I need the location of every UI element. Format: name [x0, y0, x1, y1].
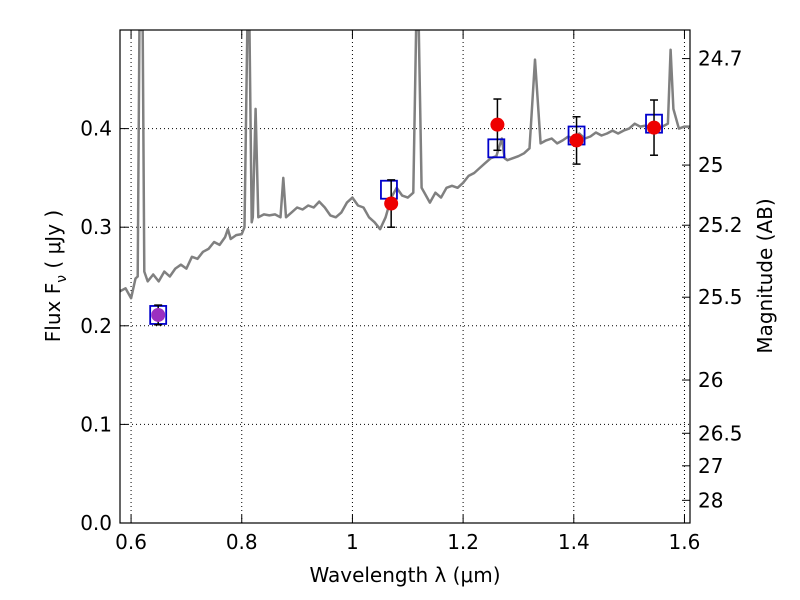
y2-tick-label: 27 — [698, 454, 723, 478]
x-axis-title: Wavelength λ (μm) — [309, 563, 500, 587]
y-axis-title-main: Flux F — [41, 283, 65, 342]
y-axis-title-sub: ν — [54, 275, 70, 283]
x-tick-label: 1.4 — [558, 530, 590, 554]
plot-frame — [119, 29, 691, 524]
y2-tick-label: 24.7 — [698, 47, 743, 71]
y-axis-title-unit: ( μJy ) — [41, 210, 65, 275]
y-tick-label: 0.1 — [80, 412, 112, 436]
axis-ticks: 0.6 0.8 1 1.2 1.4 1.6 0.0 0.1 0.2 0.3 0.4 24.7 25 25.… — [80, 30, 743, 554]
observed-point — [569, 133, 584, 148]
plot-background — [120, 30, 690, 523]
y2-tick-label: 25.2 — [698, 213, 743, 237]
y2-tick-label: 25 — [698, 153, 723, 177]
y-tick-label: 0.0 — [80, 511, 112, 535]
y-axis-title: Flux Fν ( μJy ) — [41, 210, 70, 342]
y2-tick-label: 28 — [698, 488, 723, 512]
observed-point — [151, 307, 166, 322]
x-tick-label: 0.6 — [115, 530, 147, 554]
plot-area — [120, 30, 690, 326]
x-tick-label: 0.8 — [226, 530, 258, 554]
x-tick-label: 1 — [346, 530, 359, 554]
observed-point — [490, 117, 505, 132]
y-tick-label: 0.3 — [80, 215, 112, 239]
y2-tick-label: 26 — [698, 368, 723, 392]
y2-tick-label: 26.5 — [698, 421, 743, 445]
observed-point — [384, 196, 399, 211]
x-tick-label: 1.6 — [669, 530, 701, 554]
y-tick-label: 0.4 — [80, 117, 112, 141]
model-square-marker — [487, 138, 506, 159]
y2-axis-title: Magnitude (AB) — [753, 198, 777, 353]
observed-point — [647, 120, 662, 135]
y-tick-label: 0.2 — [80, 314, 112, 338]
y2-tick-label: 25.5 — [698, 285, 743, 309]
x-tick-label: 1.2 — [447, 530, 479, 554]
